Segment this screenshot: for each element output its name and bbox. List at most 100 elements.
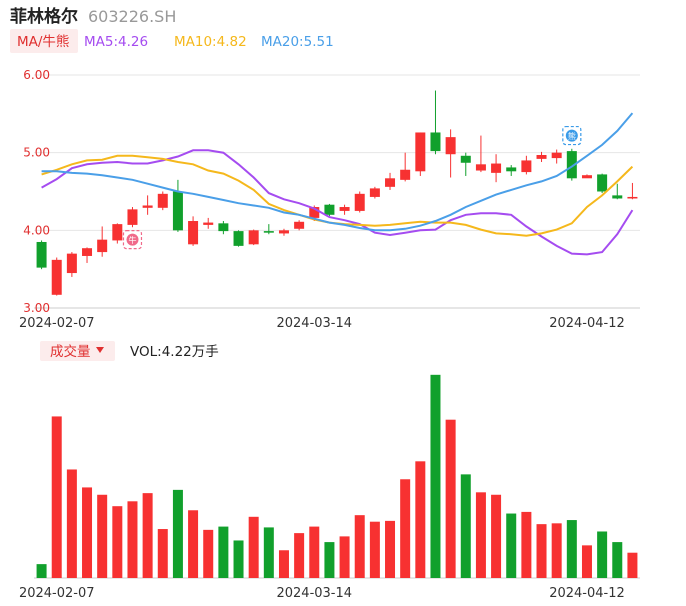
ma-tag[interactable]: MA/牛熊 — [17, 34, 69, 50]
x-tick-label: 2024-03-14 — [276, 316, 352, 331]
volume-bar — [127, 501, 138, 578]
x-tick-label: 2024-02-07 — [19, 586, 95, 601]
dropdown-triangle-icon[interactable] — [96, 347, 104, 353]
ma5-line — [41, 149, 634, 256]
candle-body — [157, 193, 168, 208]
ma-tag-background[interactable] — [10, 29, 78, 53]
candle-body — [66, 253, 77, 274]
candlesticks — [36, 90, 638, 296]
volume-bar — [324, 542, 335, 578]
candle-body — [203, 222, 214, 225]
x-tick-label: 2024-03-14 — [276, 586, 352, 601]
ma5-legend: MA5:4.26 — [84, 34, 148, 50]
volume-bar — [354, 515, 365, 578]
candle-body — [566, 151, 577, 179]
price-tick-label: 5.00 — [23, 146, 50, 160]
candle-body — [127, 209, 138, 225]
price-x-axis: 2024-02-07 2024-03-14 2024-04-12 — [19, 316, 625, 331]
volume-bar — [475, 492, 486, 578]
candle-body — [172, 191, 183, 231]
candle-body — [36, 241, 47, 268]
price-tick-label: 6.00 — [23, 68, 50, 82]
candle-body — [627, 196, 638, 199]
volume-x-axis: 2024-02-07 2024-03-14 2024-04-12 — [19, 586, 625, 601]
candle-body — [278, 230, 289, 234]
volume-bar — [248, 516, 259, 578]
ma20-legend: MA20:5.51 — [261, 34, 334, 50]
volume-bar — [97, 494, 108, 578]
volume-bar — [581, 545, 592, 578]
volume-bar — [233, 540, 244, 578]
volume-bar — [309, 526, 320, 578]
candle-body — [369, 188, 380, 197]
candle-body — [415, 132, 426, 172]
candle-body — [82, 248, 93, 256]
price-tick-label: 4.00 — [23, 223, 50, 237]
moving-average-lines — [41, 112, 634, 256]
candle-body — [491, 163, 502, 173]
volume-bar — [294, 533, 305, 578]
volume-bar — [82, 487, 93, 578]
volume-bar — [157, 529, 168, 578]
x-tick-label: 2024-04-12 — [549, 316, 625, 331]
volume-bar — [536, 524, 547, 578]
candle-body — [612, 195, 623, 199]
bear-signal-icon[interactable]: 熊 — [562, 125, 582, 146]
volume-tag-background[interactable] — [40, 341, 115, 361]
volume-bar — [430, 374, 441, 578]
candle-body — [581, 175, 592, 179]
candle-body — [248, 230, 259, 245]
volume-bar — [339, 536, 350, 578]
candle-body — [112, 224, 123, 241]
bull-signal-icon[interactable]: 牛 — [122, 230, 143, 250]
svg-text:牛: 牛 — [128, 235, 136, 245]
volume-bar — [491, 494, 502, 578]
candle-body — [51, 259, 62, 295]
volume-bar — [445, 419, 456, 578]
volume-tag[interactable]: 成交量 — [50, 343, 91, 360]
volume-bar — [218, 526, 229, 578]
volume-bar — [36, 564, 47, 578]
volume-bar — [506, 513, 517, 578]
volume-bar — [460, 474, 471, 578]
stock-name: 菲林格尔 — [10, 6, 78, 27]
candle-body — [551, 152, 562, 159]
volume-bar — [551, 523, 562, 578]
candle-body — [309, 207, 320, 218]
candle-body — [506, 167, 517, 172]
volume-bar — [66, 469, 77, 578]
candle-body — [324, 204, 335, 215]
volume-bars — [34, 374, 640, 579]
x-tick-label: 2024-04-12 — [549, 586, 625, 601]
volume-bar — [263, 527, 274, 578]
volume-bar — [172, 489, 183, 578]
candle-body — [294, 221, 305, 229]
signal-markers: 牛熊 — [122, 125, 582, 250]
volume-bar — [521, 511, 532, 578]
volume-bar — [385, 520, 396, 578]
candle-body — [354, 193, 365, 211]
volume-bar — [142, 493, 153, 578]
price-grid — [34, 74, 640, 309]
candle-body — [400, 169, 411, 180]
candle-body — [445, 137, 456, 155]
volume-bar — [51, 416, 62, 578]
stock-code: 603226.SH — [88, 7, 176, 26]
candle-body — [97, 239, 108, 253]
x-tick-label: 2024-02-07 — [19, 316, 95, 331]
volume-value: VOL:4.22万手 — [130, 344, 219, 360]
volume-bar — [278, 550, 289, 578]
volume-bar — [415, 461, 426, 578]
candle-body — [188, 221, 199, 245]
candle-body — [385, 178, 396, 187]
svg-text:熊: 熊 — [568, 131, 576, 141]
price-tick-label: 3.00 — [23, 301, 50, 315]
volume-bar — [112, 506, 123, 578]
ma10-legend: MA10:4.82 — [174, 34, 247, 50]
candle-body — [263, 231, 274, 233]
price-axis: 3.00 4.00 5.00 6.00 — [23, 68, 50, 315]
candle-body — [218, 223, 229, 232]
candle-body — [475, 164, 486, 171]
volume-bar — [627, 552, 638, 578]
